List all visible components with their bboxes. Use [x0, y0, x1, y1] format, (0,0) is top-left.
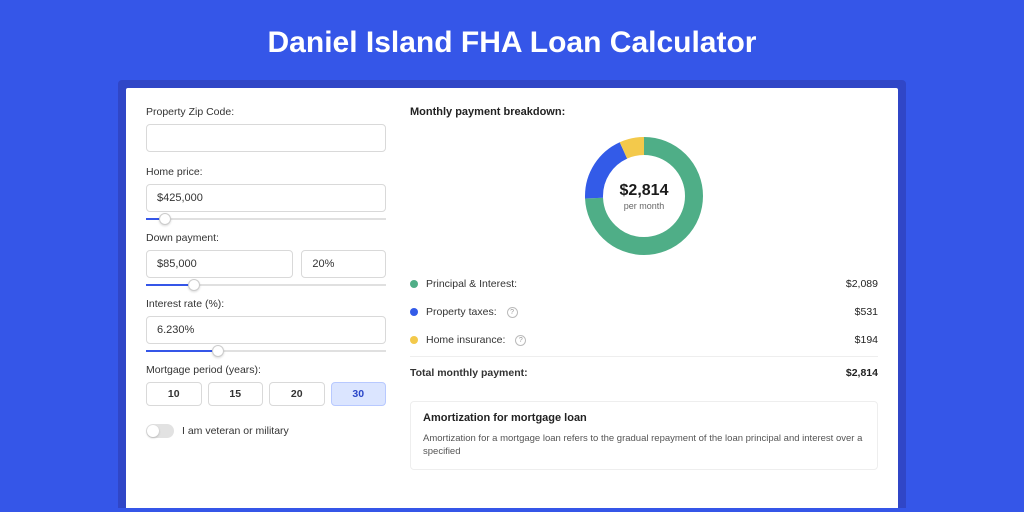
form-column: Property Zip Code: Home price: Down paym… — [146, 106, 386, 508]
legend-row: Property taxes:? $531 — [410, 298, 878, 326]
down-payment-slider[interactable] — [146, 284, 386, 286]
home-price-label: Home price: — [146, 166, 386, 178]
breakdown-column: Monthly payment breakdown: $2,814 per mo… — [410, 106, 878, 508]
mortgage-period-option-20[interactable]: 20 — [269, 382, 325, 406]
zip-input[interactable] — [146, 124, 386, 152]
donut-chart-wrap: $2,814 per month — [410, 126, 878, 270]
calculator-panel: Property Zip Code: Home price: Down paym… — [126, 88, 898, 508]
down-payment-slider-thumb[interactable] — [188, 279, 200, 291]
amortization-text: Amortization for a mortgage loan refers … — [423, 432, 865, 459]
interest-rate-slider-thumb[interactable] — [212, 345, 224, 357]
legend-total-row: Total monthly payment: $2,814 — [410, 356, 878, 387]
amortization-card: Amortization for mortgage loan Amortizat… — [410, 401, 878, 470]
down-payment-field: Down payment: — [146, 232, 386, 278]
mortgage-period-field: Mortgage period (years): 10152030 — [146, 364, 386, 406]
veteran-toggle-label: I am veteran or military — [182, 425, 289, 437]
legend-label: Property taxes: — [426, 306, 497, 318]
legend-dot — [410, 280, 418, 288]
interest-rate-field: Interest rate (%): — [146, 298, 386, 344]
down-payment-label: Down payment: — [146, 232, 386, 244]
breakdown-heading: Monthly payment breakdown: — [410, 106, 878, 118]
legend-row: Principal & Interest: $2,089 — [410, 270, 878, 298]
veteran-toggle-knob — [147, 425, 159, 437]
mortgage-period-option-15[interactable]: 15 — [208, 382, 264, 406]
legend-label: Principal & Interest: — [426, 278, 517, 290]
zip-label: Property Zip Code: — [146, 106, 386, 118]
donut-amount: $2,814 — [620, 182, 669, 200]
veteran-toggle[interactable] — [146, 424, 174, 438]
legend-dot — [410, 308, 418, 316]
home-price-field: Home price: — [146, 166, 386, 212]
legend-label: Home insurance: — [426, 334, 505, 346]
donut-sub: per month — [624, 201, 665, 211]
legend-total-label: Total monthly payment: — [410, 367, 528, 379]
zip-field: Property Zip Code: — [146, 106, 386, 152]
interest-rate-label: Interest rate (%): — [146, 298, 386, 310]
interest-rate-slider[interactable] — [146, 350, 386, 352]
home-price-slider[interactable] — [146, 218, 386, 220]
down-payment-percent-input[interactable] — [301, 250, 386, 278]
mortgage-period-option-10[interactable]: 10 — [146, 382, 202, 406]
veteran-toggle-row: I am veteran or military — [146, 424, 386, 438]
interest-rate-input[interactable] — [146, 316, 386, 344]
legend-value: $2,089 — [846, 278, 878, 290]
donut-chart: $2,814 per month — [580, 132, 708, 260]
down-payment-amount-input[interactable] — [146, 250, 293, 278]
legend-value: $531 — [855, 306, 878, 318]
page-title: Daniel Island FHA Loan Calculator — [0, 0, 1024, 80]
legend-total-value: $2,814 — [846, 367, 878, 379]
legend-value: $194 — [855, 334, 878, 346]
mortgage-period-option-30[interactable]: 30 — [331, 382, 387, 406]
outer-frame: Property Zip Code: Home price: Down paym… — [118, 80, 906, 508]
help-icon[interactable]: ? — [507, 307, 518, 318]
mortgage-period-label: Mortgage period (years): — [146, 364, 386, 376]
home-price-slider-thumb[interactable] — [159, 213, 171, 225]
amortization-title: Amortization for mortgage loan — [423, 412, 865, 424]
donut-center: $2,814 per month — [580, 132, 708, 260]
home-price-input[interactable] — [146, 184, 386, 212]
help-icon[interactable]: ? — [515, 335, 526, 346]
legend-row: Home insurance:? $194 — [410, 326, 878, 354]
legend-dot — [410, 336, 418, 344]
